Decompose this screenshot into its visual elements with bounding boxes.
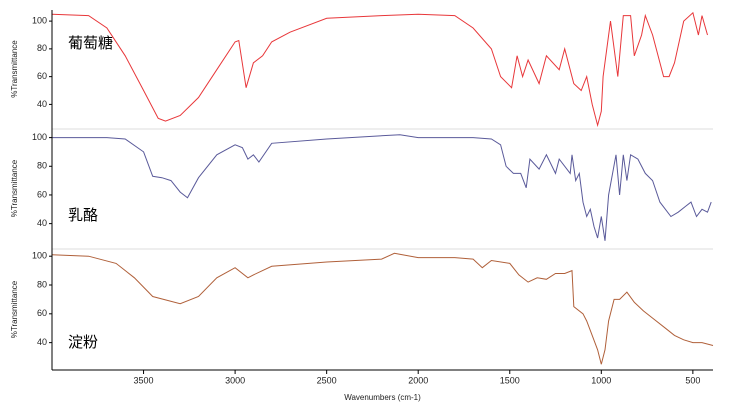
panel-label: 淀粉 <box>68 334 98 351</box>
y-tick-label: 40 <box>37 99 47 109</box>
y-tick-label: 80 <box>37 279 47 289</box>
spectrum-line <box>52 134 712 241</box>
x-axis-label: Wavenumbers (cm-1) <box>344 393 421 402</box>
y-tick-label: 60 <box>37 71 47 81</box>
y-tick-label: 80 <box>37 43 47 53</box>
panel-label: 乳酪 <box>68 207 98 224</box>
panel-label: 葡萄糖 <box>68 35 113 52</box>
x-tick-label: 2000 <box>408 375 428 385</box>
y-axis-label: %Transmittance <box>10 280 19 338</box>
spectrum-line <box>51 11 708 128</box>
x-tick-label: 1500 <box>500 375 520 385</box>
y-tick-label: 40 <box>37 218 47 228</box>
x-tick-label: 3000 <box>225 375 245 385</box>
y-tick-label: 60 <box>37 189 47 199</box>
y-axis-label: %Transmittance <box>10 40 19 98</box>
y-axis-label: %Transmittance <box>10 159 19 217</box>
x-tick-label: 3500 <box>134 375 154 385</box>
spectrum-line <box>51 252 714 365</box>
x-tick-label: 1000 <box>591 375 611 385</box>
y-tick-label: 40 <box>37 337 47 347</box>
x-tick-label: 2500 <box>317 375 337 385</box>
y-tick-label: 100 <box>32 132 47 142</box>
y-tick-label: 60 <box>37 308 47 318</box>
y-tick-label: 100 <box>32 15 47 25</box>
y-tick-label: 80 <box>37 161 47 171</box>
x-tick-label: 500 <box>685 375 700 385</box>
y-tick-label: 100 <box>32 251 47 261</box>
